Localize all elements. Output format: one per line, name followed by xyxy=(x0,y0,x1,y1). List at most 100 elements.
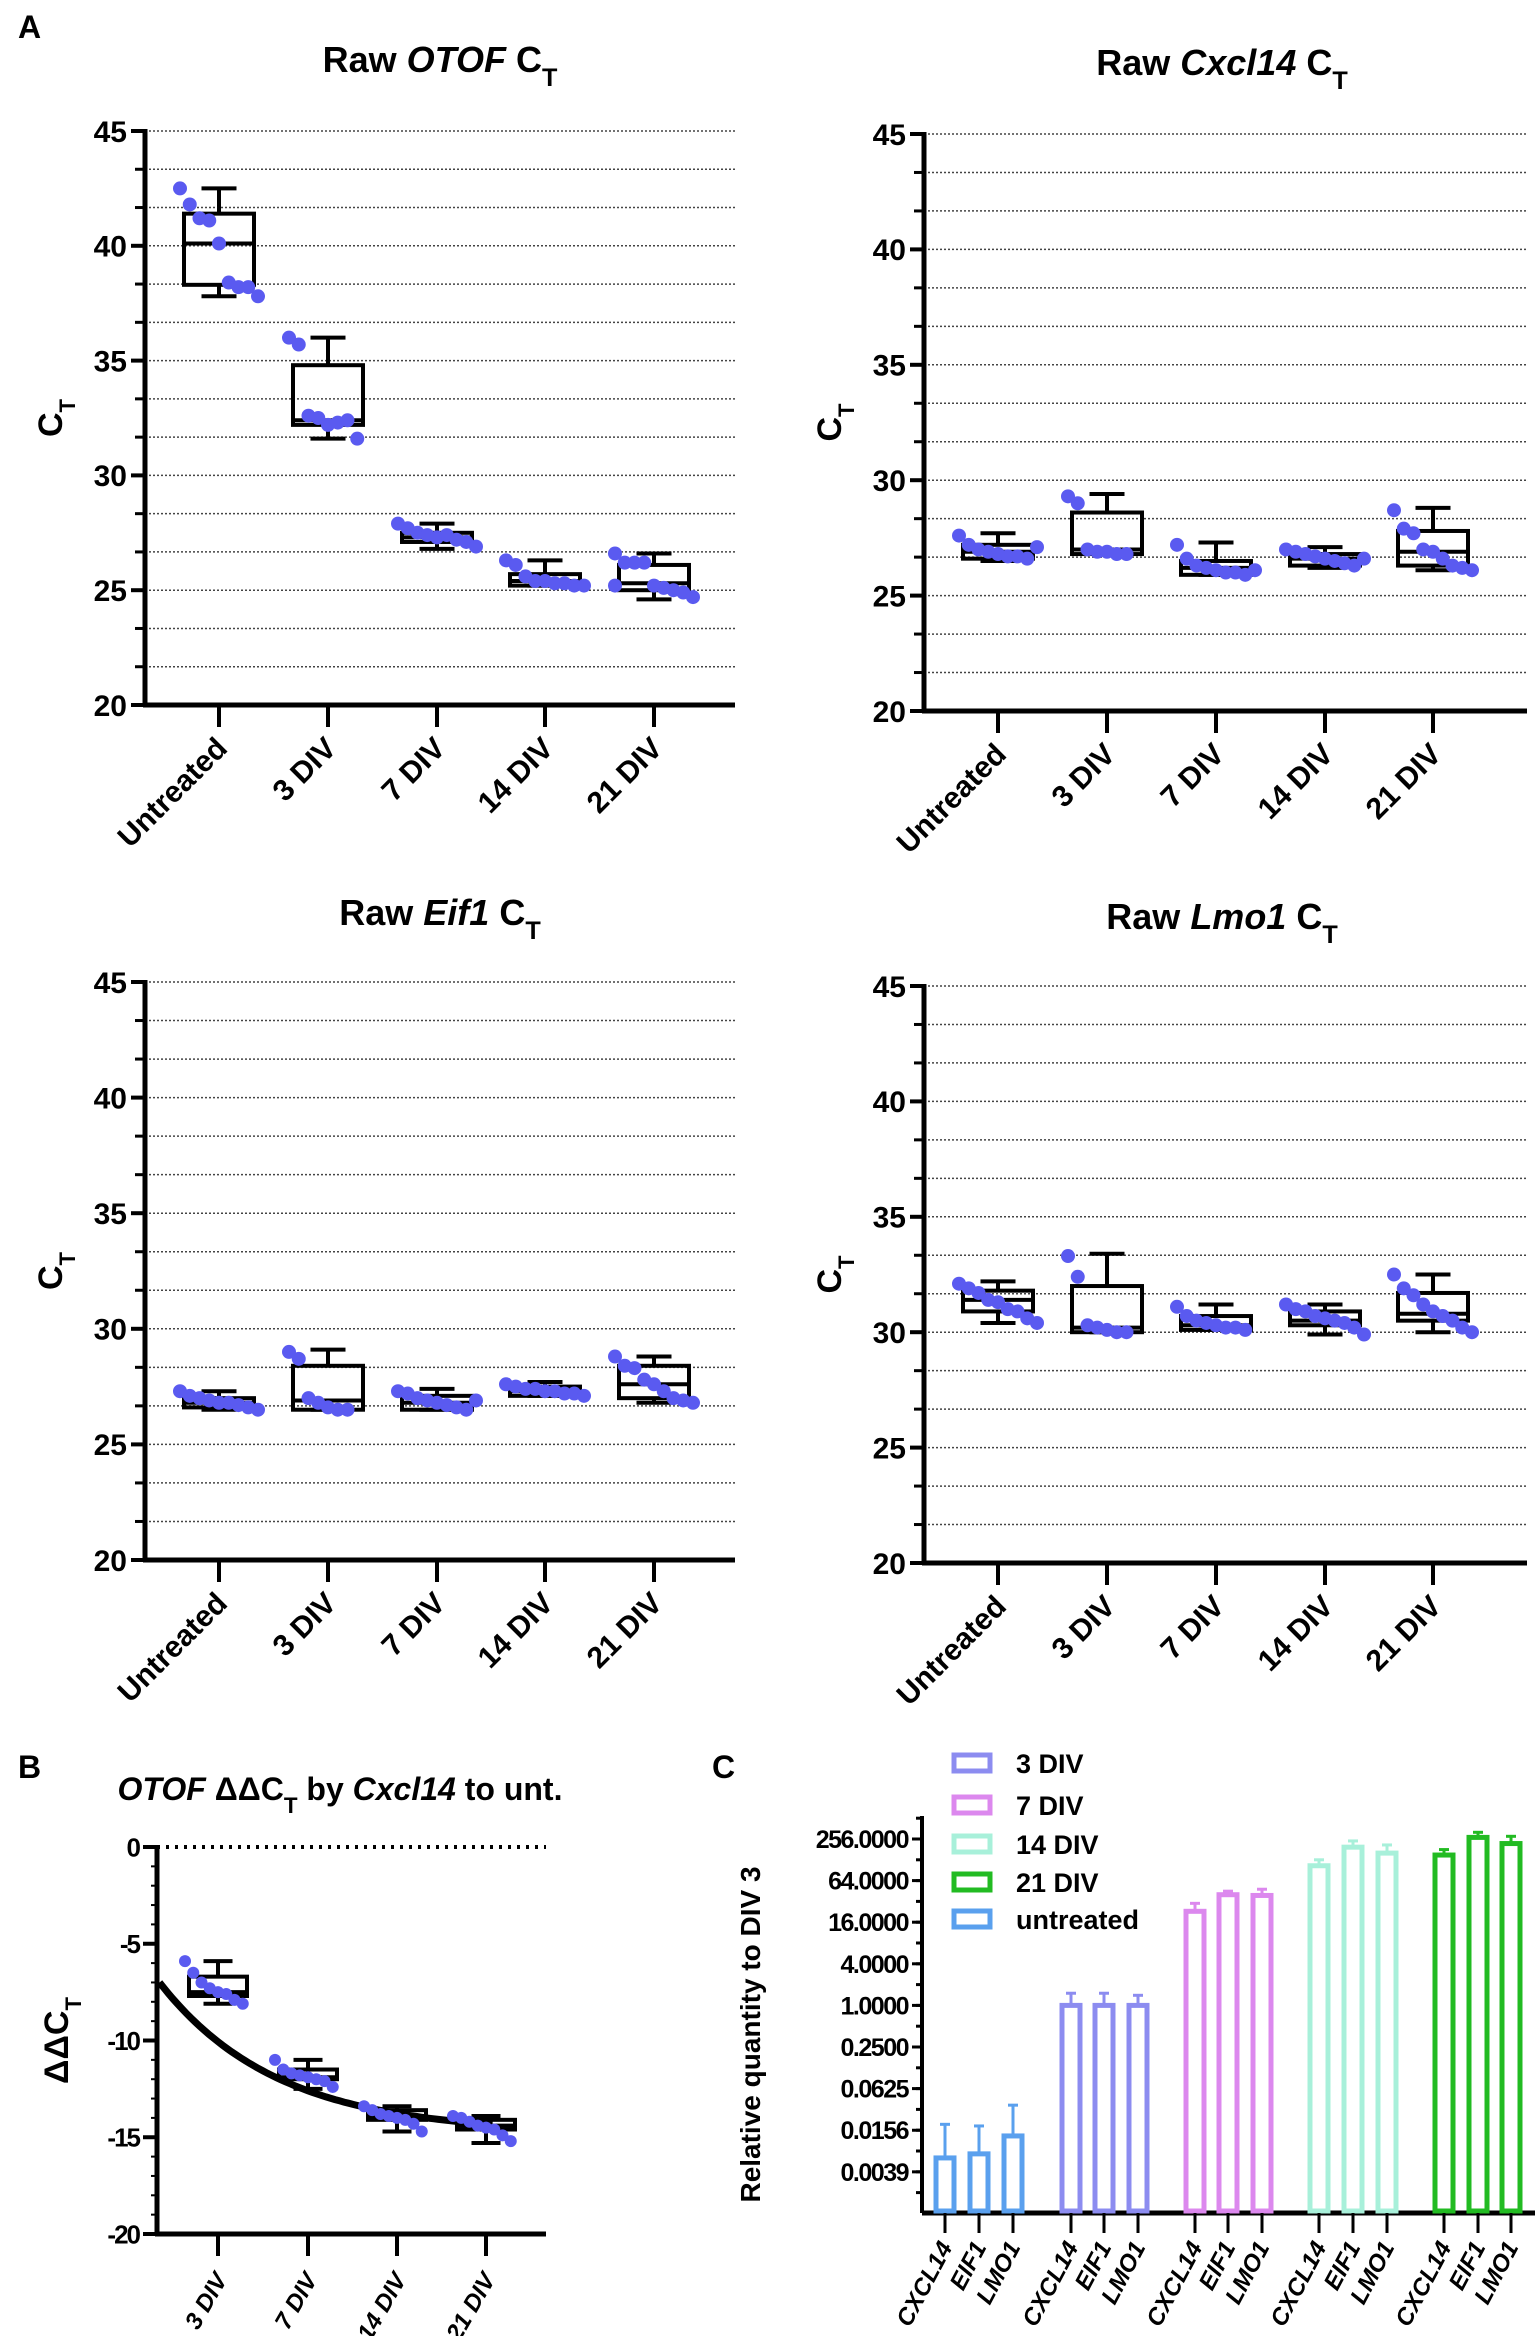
y-tick-label: 40 xyxy=(94,1082,127,1115)
y-axis-label-sub: T xyxy=(834,1255,859,1269)
title-part: T xyxy=(1332,67,1348,95)
y-tick-label: 25 xyxy=(873,1432,906,1465)
bar xyxy=(1375,1850,1399,2214)
y-tick-label: 40 xyxy=(873,1086,906,1119)
y-tick-label: -20 xyxy=(107,2219,140,2249)
data-point xyxy=(340,413,355,428)
data-point xyxy=(1416,1297,1431,1312)
y-tick-label: 4.0000 xyxy=(841,1951,909,1979)
box-21-div xyxy=(608,546,700,605)
y-tick-label: 20 xyxy=(94,690,127,723)
title-part: T xyxy=(284,1793,298,1818)
panel-label-b: B xyxy=(18,1749,41,1785)
box-untreated xyxy=(173,1384,265,1417)
chart-title: Raw OTOF CT xyxy=(323,39,558,92)
y-axis-label-text: C xyxy=(811,1269,849,1294)
data-point xyxy=(469,1393,483,1408)
data-point xyxy=(212,236,226,251)
title-part: Cxcl14 xyxy=(353,1771,456,1807)
data-point xyxy=(1248,563,1262,578)
x-tick-label: 3 DIV xyxy=(267,1587,343,1663)
data-point xyxy=(567,578,582,593)
data-point xyxy=(647,1377,661,1392)
data-point xyxy=(311,411,326,425)
data-point xyxy=(1387,503,1401,518)
y-tick-label: -10 xyxy=(107,2026,140,2056)
data-point xyxy=(1218,1320,1233,1335)
data-point xyxy=(1218,565,1233,580)
legend-label: 3 DIV xyxy=(1016,1749,1084,1779)
panel-label-c: C xyxy=(712,1749,735,1785)
x-tick-label: Untreated xyxy=(112,1587,234,1709)
bar xyxy=(1341,1844,1365,2214)
y-tick-label: 45 xyxy=(94,116,127,149)
y-axis-label-text: C xyxy=(32,412,70,437)
bar xyxy=(1466,1834,1490,2214)
x-tick-label: Untreated xyxy=(891,1590,1013,1712)
data-point xyxy=(282,330,296,345)
box-untreated xyxy=(173,181,265,304)
data-point xyxy=(1030,1315,1044,1330)
y-axis-label-sub: T xyxy=(834,403,859,417)
chart-title: Raw Cxcl14 CT xyxy=(1096,42,1348,95)
x-tick-label: 21 DIV xyxy=(581,732,669,820)
x-tick-label: 21 DIV xyxy=(441,2267,503,2336)
title-part: Raw xyxy=(1096,42,1180,83)
data-point xyxy=(627,1361,642,1376)
data-point xyxy=(686,1395,700,1410)
y-axis-label-sub: T xyxy=(61,1997,86,2011)
title-part: Eif1 xyxy=(423,892,489,933)
title-part: OTOF xyxy=(118,1771,208,1807)
chart-panel-4: OTOF ΔΔCT by Cxcl14 to unt.-20-15-10-50Δ… xyxy=(38,1771,562,2336)
y-tick-label: 20 xyxy=(873,1548,906,1581)
x-tick-label: 14 DIV xyxy=(1252,738,1340,826)
y-tick-label: 25 xyxy=(94,1429,127,1462)
data-point xyxy=(637,555,652,570)
box-21-div xyxy=(608,1349,700,1410)
y-axis-label: CT xyxy=(32,398,80,437)
x-tick-label: 7 DIV xyxy=(1155,1590,1231,1666)
data-point xyxy=(291,1351,306,1366)
data-point xyxy=(212,1395,226,1410)
y-tick-label: 0 xyxy=(127,1832,141,1862)
data-point xyxy=(528,574,543,589)
box-21-div xyxy=(1387,503,1479,578)
data-point xyxy=(1357,551,1371,566)
bar xyxy=(967,2151,991,2214)
title-part: Cxcl14 xyxy=(1180,42,1296,83)
data-point xyxy=(686,590,700,605)
data-point xyxy=(1445,1313,1460,1328)
box-3-div xyxy=(282,330,365,446)
data-point xyxy=(236,1997,249,2010)
data-point xyxy=(577,578,591,593)
legend: 3 DIV 7 DIV 14 DIV 21 DIV untreated xyxy=(951,1749,1139,1935)
data-point xyxy=(231,280,246,295)
box-iqr xyxy=(182,211,256,287)
data-point xyxy=(1465,1325,1479,1340)
y-tick-label: 35 xyxy=(94,1198,127,1231)
y-tick-label: 25 xyxy=(94,575,127,608)
data-point xyxy=(1170,1299,1184,1314)
y-axis-label-text: C xyxy=(32,1265,70,1290)
y-tick-label: 30 xyxy=(873,465,906,498)
box-14-div xyxy=(358,2100,428,2138)
y-tick-label: -15 xyxy=(107,2123,140,2153)
legend-swatch xyxy=(951,1752,993,1774)
box-7-div xyxy=(391,1384,483,1417)
y-tick-label: 0.2500 xyxy=(841,2034,909,2062)
bar xyxy=(1250,1892,1274,2214)
data-point xyxy=(340,1402,355,1417)
chart-title: Raw Eif1 CT xyxy=(339,892,541,945)
data-point xyxy=(1000,549,1015,564)
data-point xyxy=(608,578,622,593)
y-axis-label-sub: T xyxy=(55,398,80,412)
title-part: Lmo1 xyxy=(1190,896,1286,937)
data-point xyxy=(182,197,197,212)
y-tick-label: 64.0000 xyxy=(828,1868,908,1896)
